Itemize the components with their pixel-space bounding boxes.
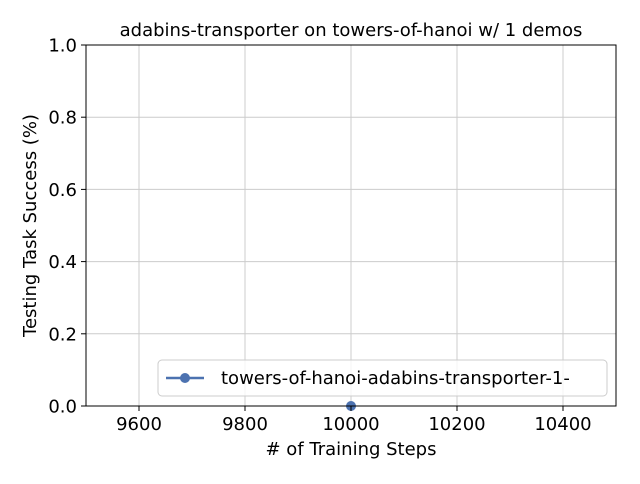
x-axis-label: # of Training Steps [266,439,437,460]
y-tick-label: 0.2 [48,324,77,345]
y-tick-label: 0.6 [48,180,77,201]
x-axis-ticks: 9600 9800 10000 10200 10400 [116,406,592,435]
y-axis-label: Testing Task Success (%) [20,114,41,338]
x-tick-label: 9800 [222,414,268,435]
x-tick-label: 10000 [322,414,379,435]
y-axis-ticks: 0.0 0.2 0.4 0.6 0.8 1.0 [48,36,86,418]
x-tick-label: 9600 [116,414,162,435]
y-tick-label: 0.4 [48,252,77,273]
chart-title: adabins-transporter on towers-of-hanoi w… [120,20,583,41]
legend-series-label: towers-of-hanoi-adabins-transporter-1- [221,368,570,389]
y-tick-label: 1.0 [48,36,77,57]
legend-box [157,359,608,397]
x-tick-label: 10400 [534,414,591,435]
y-tick-label: 0.0 [48,397,77,418]
legend: towers-of-hanoi-adabins-transporter-1- [157,359,608,397]
x-tick-label: 10200 [428,414,485,435]
y-tick-label: 0.8 [48,108,77,129]
legend-series-marker [180,373,190,383]
